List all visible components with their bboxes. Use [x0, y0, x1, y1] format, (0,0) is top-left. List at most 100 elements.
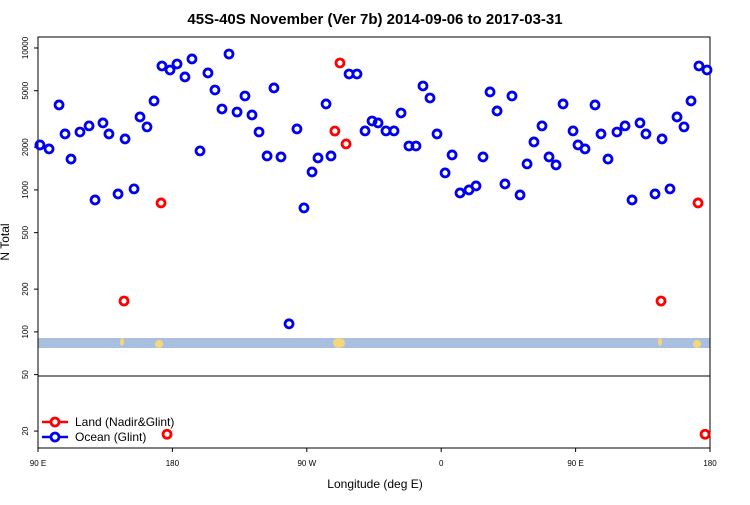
point — [656, 133, 668, 145]
x-tick-label: 180 — [166, 459, 180, 468]
point — [74, 126, 86, 138]
y-tick-label: 100 — [21, 325, 30, 339]
point — [431, 128, 443, 140]
point — [589, 99, 601, 111]
point — [671, 111, 683, 123]
point — [550, 159, 562, 171]
point — [334, 57, 346, 69]
x-axis-label: Longitude (deg E) — [327, 477, 422, 491]
point — [388, 125, 400, 137]
point — [692, 197, 704, 209]
y-tick-label: 10000 — [21, 36, 30, 59]
point — [424, 92, 436, 104]
legend-label: Ocean (Glint) — [75, 430, 146, 444]
y-tick-label: 1000 — [21, 180, 30, 198]
point — [611, 126, 623, 138]
point — [439, 167, 451, 179]
point — [655, 295, 667, 307]
point — [103, 128, 115, 140]
point — [521, 158, 533, 170]
point — [156, 60, 168, 72]
point — [477, 151, 489, 163]
point — [261, 150, 273, 162]
legend-label: Land (Nadir&Glint) — [75, 415, 174, 429]
point — [65, 153, 77, 165]
point — [595, 128, 607, 140]
x-tick-label: 90 E — [567, 459, 583, 468]
point — [664, 183, 676, 195]
land-mask-strip — [38, 338, 710, 348]
point — [155, 197, 167, 209]
point — [312, 152, 324, 164]
point — [602, 153, 614, 165]
point — [701, 64, 713, 76]
point — [141, 121, 153, 133]
y-tick-label: 500 — [21, 225, 30, 239]
point — [484, 86, 496, 98]
point — [89, 194, 101, 206]
point — [43, 143, 55, 155]
point — [53, 99, 65, 111]
point — [253, 126, 265, 138]
point — [329, 125, 341, 137]
point — [543, 151, 555, 163]
point — [340, 138, 352, 150]
point — [119, 133, 131, 145]
point — [528, 136, 540, 148]
point — [395, 107, 407, 119]
point — [134, 111, 146, 123]
point — [283, 318, 295, 330]
point — [194, 145, 206, 157]
y-tick-label: 50 — [21, 370, 30, 379]
point — [59, 128, 71, 140]
point — [239, 90, 251, 102]
point — [320, 98, 332, 110]
point — [446, 149, 458, 161]
point — [351, 68, 363, 80]
y-tick-label: 2000 — [21, 138, 30, 156]
point — [699, 428, 711, 440]
plot-frame — [37, 36, 711, 449]
y-tick-label: 200 — [21, 282, 30, 296]
point — [97, 117, 109, 129]
chart-title: 45S-40S November (Ver 7b) 2014-09-06 to … — [187, 11, 562, 28]
point — [499, 178, 511, 190]
point — [325, 150, 337, 162]
point — [634, 117, 646, 129]
legend: Land (Nadir&Glint)Ocean (Glint) — [42, 415, 174, 444]
legend-marker — [49, 416, 61, 428]
point — [557, 98, 569, 110]
x-tick-label: 90 E — [30, 459, 46, 468]
point — [454, 187, 466, 199]
point — [536, 120, 548, 132]
point — [148, 95, 160, 107]
point — [470, 180, 482, 192]
point — [118, 295, 130, 307]
point — [128, 183, 140, 195]
x-tick-label: 180 — [703, 459, 717, 468]
point — [678, 121, 690, 133]
point — [246, 109, 258, 121]
point — [619, 120, 631, 132]
point — [626, 194, 638, 206]
point — [685, 95, 697, 107]
x-tick-label: 0 — [439, 459, 444, 468]
point — [693, 60, 705, 72]
point — [491, 105, 503, 117]
y-tick-label: 20 — [21, 426, 30, 435]
y-axis-label: N Total — [0, 223, 12, 260]
point — [223, 48, 235, 60]
point — [372, 117, 384, 129]
point — [275, 151, 287, 163]
point — [83, 120, 95, 132]
point — [231, 106, 243, 118]
point — [209, 84, 221, 96]
point — [640, 128, 652, 140]
point — [410, 140, 422, 152]
point — [202, 67, 214, 79]
point — [291, 123, 303, 135]
legend-marker — [49, 431, 61, 443]
point — [216, 103, 228, 115]
point — [506, 90, 518, 102]
